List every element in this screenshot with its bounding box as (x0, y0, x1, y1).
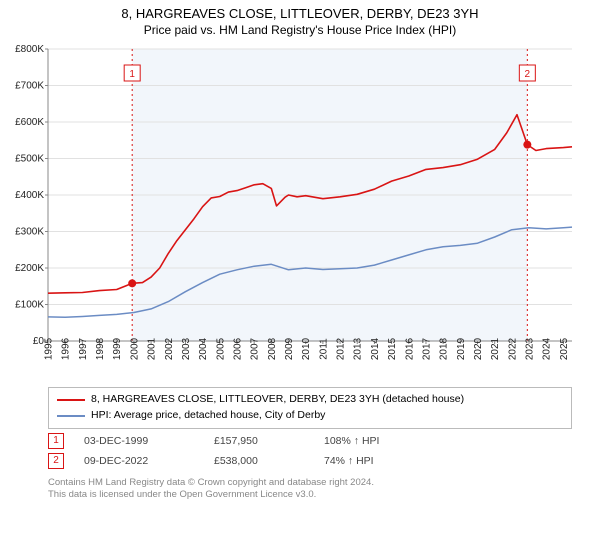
svg-text:2004: 2004 (198, 337, 209, 360)
svg-text:£600K: £600K (15, 117, 44, 128)
svg-text:2010: 2010 (301, 337, 312, 360)
svg-text:£400K: £400K (15, 190, 44, 201)
sale-price: £157,950 (214, 435, 304, 447)
svg-text:2007: 2007 (250, 337, 261, 360)
legend-item: 8, HARGREAVES CLOSE, LITTLEOVER, DERBY, … (57, 392, 563, 408)
svg-text:2002: 2002 (164, 337, 175, 360)
svg-text:£300K: £300K (15, 227, 44, 238)
svg-text:2012: 2012 (336, 337, 347, 360)
legend: 8, HARGREAVES CLOSE, LITTLEOVER, DERBY, … (48, 387, 572, 429)
line-chart: £0£100K£200K£300K£400K£500K£600K£700K£80… (0, 41, 600, 381)
sale-pct: 74% ↑ HPI (324, 455, 374, 467)
sale-dot-2 (523, 141, 531, 149)
svg-text:2021: 2021 (490, 337, 501, 360)
svg-text:2018: 2018 (439, 337, 450, 360)
sale-marker-box: 2 (48, 453, 64, 469)
svg-text:2022: 2022 (507, 337, 518, 360)
svg-text:2024: 2024 (542, 337, 553, 360)
svg-text:2000: 2000 (129, 337, 140, 360)
svg-text:2009: 2009 (284, 337, 295, 360)
svg-text:1996: 1996 (61, 337, 72, 360)
svg-text:£100K: £100K (15, 300, 44, 311)
svg-text:2001: 2001 (147, 337, 158, 360)
sale-pct: 108% ↑ HPI (324, 435, 379, 447)
svg-text:2011: 2011 (318, 338, 329, 360)
svg-text:1999: 1999 (112, 337, 123, 360)
sale-row: 2 09-DEC-2022 £538,000 74% ↑ HPI (48, 453, 572, 469)
svg-text:2020: 2020 (473, 337, 484, 360)
legend-swatch (57, 399, 85, 401)
svg-text:2023: 2023 (525, 337, 536, 360)
sale-marker-box: 1 (48, 433, 64, 449)
svg-text:2: 2 (525, 69, 531, 80)
svg-text:£700K: £700K (15, 81, 44, 92)
svg-text:£800K: £800K (15, 44, 44, 55)
chart-area: £0£100K£200K£300K£400K£500K£600K£700K£80… (0, 41, 600, 381)
sale-row: 1 03-DEC-1999 £157,950 108% ↑ HPI (48, 433, 572, 449)
legend-item: HPI: Average price, detached house, City… (57, 408, 563, 424)
svg-text:1: 1 (129, 69, 135, 80)
sale-dot-1 (128, 279, 136, 287)
svg-text:2025: 2025 (559, 337, 570, 360)
svg-text:1997: 1997 (78, 337, 89, 360)
svg-text:2017: 2017 (421, 337, 432, 360)
svg-text:2006: 2006 (232, 337, 243, 360)
chart-subtitle: Price paid vs. HM Land Registry's House … (0, 21, 600, 41)
sale-date: 03-DEC-1999 (84, 435, 194, 447)
legend-label: HPI: Average price, detached house, City… (91, 408, 325, 424)
svg-text:£500K: £500K (15, 154, 44, 165)
footer-attribution: Contains HM Land Registry data © Crown c… (48, 477, 572, 503)
sale-date: 09-DEC-2022 (84, 455, 194, 467)
svg-text:1998: 1998 (95, 337, 106, 360)
chart-title: 8, HARGREAVES CLOSE, LITTLEOVER, DERBY, … (0, 0, 600, 21)
svg-text:2008: 2008 (267, 337, 278, 360)
sale-price: £538,000 (214, 455, 304, 467)
svg-text:2015: 2015 (387, 337, 398, 360)
svg-text:2003: 2003 (181, 337, 192, 360)
footer-line-1: Contains HM Land Registry data © Crown c… (48, 477, 572, 490)
legend-label: 8, HARGREAVES CLOSE, LITTLEOVER, DERBY, … (91, 392, 464, 408)
svg-text:2005: 2005 (215, 337, 226, 360)
svg-text:2019: 2019 (456, 337, 467, 360)
svg-text:2016: 2016 (404, 337, 415, 360)
sales-list: 1 03-DEC-1999 £157,950 108% ↑ HPI 2 09-DEC-20… (0, 433, 600, 469)
svg-text:2013: 2013 (353, 337, 364, 360)
legend-swatch (57, 415, 85, 417)
svg-text:2014: 2014 (370, 337, 381, 360)
footer-line-2: This data is licensed under the Open Gov… (48, 489, 572, 502)
svg-text:£200K: £200K (15, 263, 44, 274)
svg-text:1995: 1995 (44, 337, 55, 360)
